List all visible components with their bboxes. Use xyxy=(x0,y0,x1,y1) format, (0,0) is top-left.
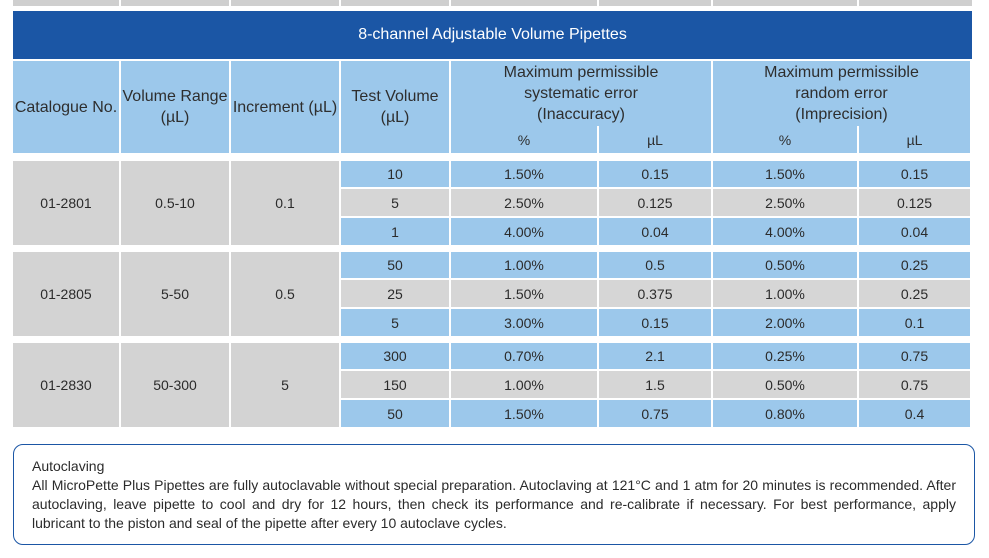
increment: 0.1 xyxy=(231,161,339,245)
systematic-error-ul: 0.04 xyxy=(599,218,711,245)
header-test-volume: Test Volume (µL) xyxy=(341,61,449,153)
test-volume: 1 xyxy=(341,218,449,245)
random-error-pct: 0.50% xyxy=(713,371,857,398)
systematic-error-ul: 0.75 xyxy=(599,400,711,427)
random-error-pct: 1.00% xyxy=(713,280,857,307)
autoclaving-note: Autoclaving All MicroPette Plus Pipettes… xyxy=(13,444,975,545)
header-catalogue: Catalogue No. xyxy=(13,61,119,153)
random-error-ul: 0.75 xyxy=(859,371,970,398)
random-error-ul: 0.4 xyxy=(859,400,970,427)
test-volume: 5 xyxy=(341,309,449,336)
volume-range: 0.5-10 xyxy=(121,161,229,245)
systematic-error-ul: 1.5 xyxy=(599,371,711,398)
random-error-ul: 0.04 xyxy=(859,218,970,245)
random-error-pct: 0.50% xyxy=(713,252,857,278)
note-title: Autoclaving xyxy=(32,458,105,474)
header-sys-ul: µL xyxy=(599,126,711,153)
random-error-pct: 0.25% xyxy=(713,343,857,369)
note-text: All MicroPette Plus Pipettes are fully a… xyxy=(32,477,956,531)
systematic-error-pct: 3.00% xyxy=(451,309,597,336)
catalogue-number: 01-2801 xyxy=(13,161,119,245)
header-rnd-pct: % xyxy=(713,126,857,153)
increment: 0.5 xyxy=(231,252,339,336)
random-error-pct: 1.50% xyxy=(713,161,857,187)
systematic-error-pct: 1.50% xyxy=(451,280,597,307)
test-volume: 50 xyxy=(341,252,449,278)
random-error-ul: 0.25 xyxy=(859,280,970,307)
volume-range: 50-300 xyxy=(121,343,229,427)
random-error-pct: 2.00% xyxy=(713,309,857,336)
increment: 5 xyxy=(231,343,339,427)
systematic-error-ul: 0.5 xyxy=(599,252,711,278)
previous-table-edge xyxy=(13,0,972,6)
test-volume: 50 xyxy=(341,400,449,427)
random-error-pct: 0.80% xyxy=(713,400,857,427)
systematic-error-ul: 0.375 xyxy=(599,280,711,307)
systematic-error-pct: 4.00% xyxy=(451,218,597,245)
systematic-error-pct: 2.50% xyxy=(451,189,597,216)
random-error-pct: 2.50% xyxy=(713,189,857,216)
header-random-error: Maximum permissible random error (Imprec… xyxy=(713,61,970,126)
systematic-error-pct: 1.50% xyxy=(451,400,597,427)
catalogue-number: 01-2830 xyxy=(13,343,119,427)
header-systematic-error: Maximum permissible systematic error (In… xyxy=(451,61,711,126)
test-volume: 25 xyxy=(341,280,449,307)
random-error-ul: 0.25 xyxy=(859,252,970,278)
systematic-error-ul: 0.125 xyxy=(599,189,711,216)
systematic-error-ul: 0.15 xyxy=(599,309,711,336)
test-volume: 5 xyxy=(341,189,449,216)
volume-range: 5-50 xyxy=(121,252,229,336)
header-sys-pct: % xyxy=(451,126,597,153)
table-title: 8-channel Adjustable Volume Pipettes xyxy=(13,11,972,59)
test-volume: 300 xyxy=(341,343,449,369)
random-error-ul: 0.125 xyxy=(859,189,970,216)
test-volume: 10 xyxy=(341,161,449,187)
random-error-pct: 4.00% xyxy=(713,218,857,245)
systematic-error-pct: 1.00% xyxy=(451,371,597,398)
systematic-error-pct: 1.50% xyxy=(451,161,597,187)
random-error-ul: 0.75 xyxy=(859,343,970,369)
header-rnd-ul: µL xyxy=(859,126,970,153)
catalogue-number: 01-2805 xyxy=(13,252,119,336)
test-volume: 150 xyxy=(341,371,449,398)
systematic-error-ul: 2.1 xyxy=(599,343,711,369)
systematic-error-pct: 0.70% xyxy=(451,343,597,369)
random-error-ul: 0.15 xyxy=(859,161,970,187)
systematic-error-ul: 0.15 xyxy=(599,161,711,187)
systematic-error-pct: 1.00% xyxy=(451,252,597,278)
header-increment: Increment (µL) xyxy=(231,61,339,153)
random-error-ul: 0.1 xyxy=(859,309,970,336)
header-volume-range: Volume Range (µL) xyxy=(121,61,229,153)
